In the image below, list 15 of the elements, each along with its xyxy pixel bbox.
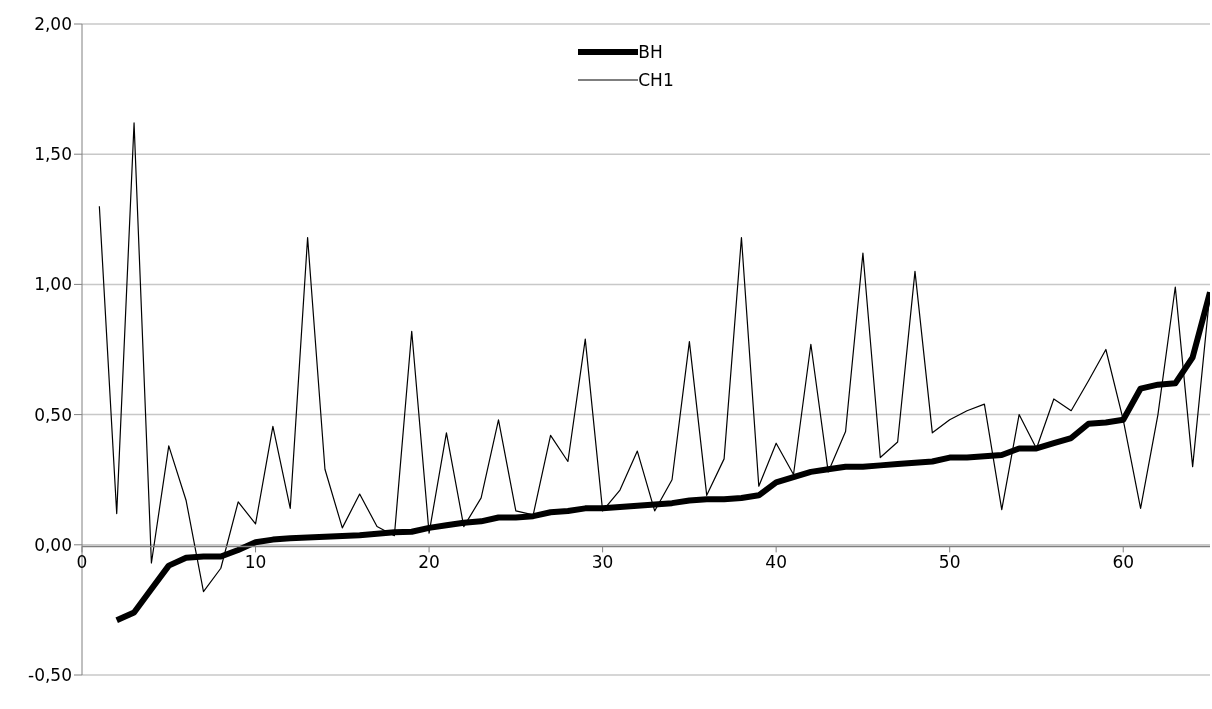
y-tick-label: 2,00 xyxy=(34,14,72,35)
y-tick-label: 1,00 xyxy=(34,274,72,295)
x-tick-label: 0 xyxy=(76,552,88,573)
legend-label: CH1 xyxy=(638,70,674,90)
y-tick-label: -0,50 xyxy=(28,665,72,686)
y-tick-label: 0,50 xyxy=(34,404,72,425)
x-tick-label: 30 xyxy=(591,552,614,573)
y-tick-label: 1,50 xyxy=(34,144,72,165)
legend-label: BH xyxy=(638,42,663,62)
x-tick-label: 20 xyxy=(418,552,440,573)
x-tick-label: 10 xyxy=(244,552,267,573)
y-tick-label: 0,00 xyxy=(34,534,72,555)
x-tick-label: 60 xyxy=(1112,552,1135,573)
x-tick-label: 40 xyxy=(765,552,787,573)
x-tick-label: 50 xyxy=(938,552,961,573)
